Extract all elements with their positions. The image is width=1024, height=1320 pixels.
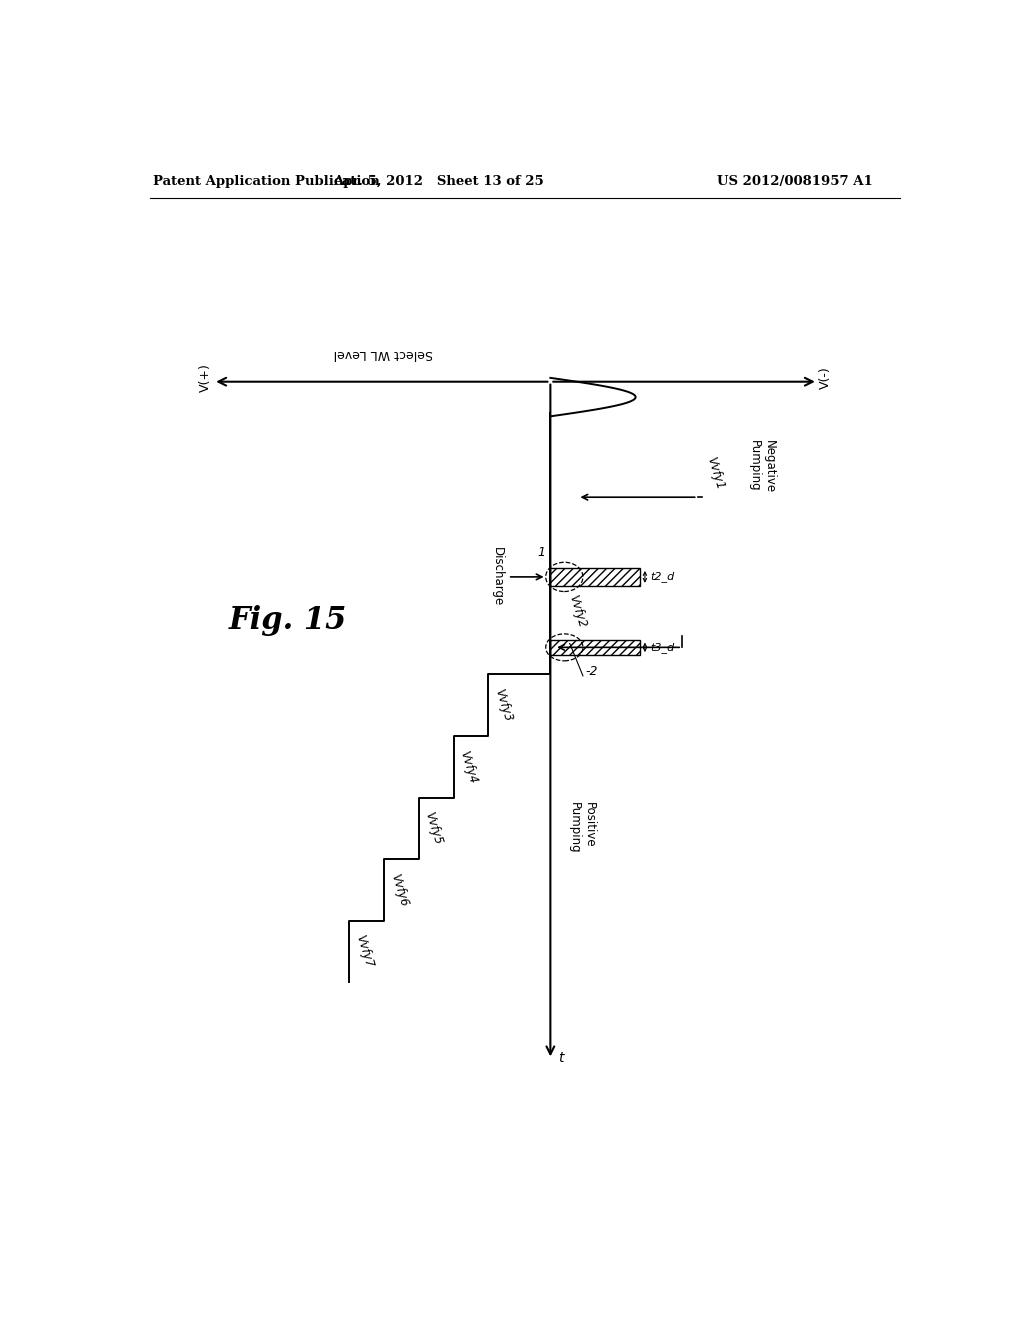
Text: Apr. 5, 2012   Sheet 13 of 25: Apr. 5, 2012 Sheet 13 of 25	[333, 176, 544, 187]
Text: V(-): V(-)	[819, 367, 833, 389]
Text: Vvfy4: Vvfy4	[458, 748, 479, 784]
Text: Vvfy6: Vvfy6	[388, 873, 410, 908]
Text: Vvfy3: Vvfy3	[493, 688, 514, 723]
Text: Select WL Level: Select WL Level	[334, 347, 433, 360]
Text: Vvfy7: Vvfy7	[352, 933, 375, 969]
Text: Vvfy1: Vvfy1	[703, 455, 726, 491]
Text: Patent Application Publication: Patent Application Publication	[153, 176, 380, 187]
Bar	[550, 640, 640, 655]
Text: Fig. 15: Fig. 15	[228, 605, 347, 636]
Text: Negative
Pumping: Negative Pumping	[748, 440, 776, 492]
Text: t2_d: t2_d	[650, 572, 675, 582]
Text: Vvfy2: Vvfy2	[566, 594, 588, 630]
Text: Positive
Pumping: Positive Pumping	[567, 803, 595, 854]
Text: Vvfy5: Vvfy5	[423, 810, 444, 846]
Text: -2: -2	[586, 665, 598, 678]
Text: V(+): V(+)	[199, 363, 212, 392]
Text: t3_d: t3_d	[650, 642, 675, 653]
Text: US 2012/0081957 A1: US 2012/0081957 A1	[717, 176, 872, 187]
Text: t: t	[558, 1052, 563, 1065]
Text: 1: 1	[537, 545, 545, 558]
Text: Discharge: Discharge	[490, 548, 504, 606]
Bar	[550, 568, 640, 586]
